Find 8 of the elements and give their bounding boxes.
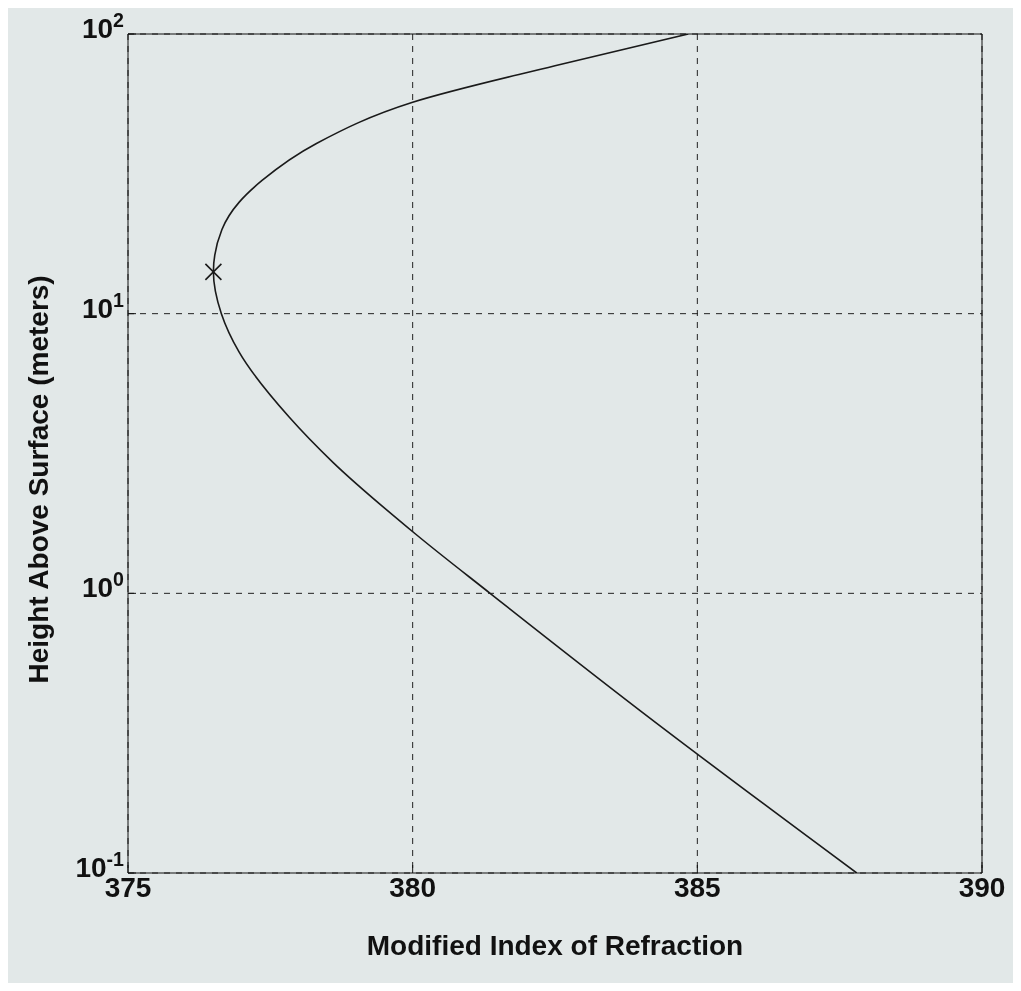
y-tick-label: 10$^{1}$	[81, 288, 125, 324]
x-tick-label: 390	[958, 872, 1006, 903]
y-tick-label: 10$^{2}$	[81, 9, 125, 44]
y-axis-title: Height Above Surface (meters)	[22, 275, 54, 684]
x-axis-title: Modified Index of Refraction	[366, 930, 744, 961]
x-tick-label: 380	[389, 872, 437, 903]
x-tick-label: 385	[673, 872, 721, 903]
y-tick-label: 10$^{0}$	[81, 568, 125, 604]
